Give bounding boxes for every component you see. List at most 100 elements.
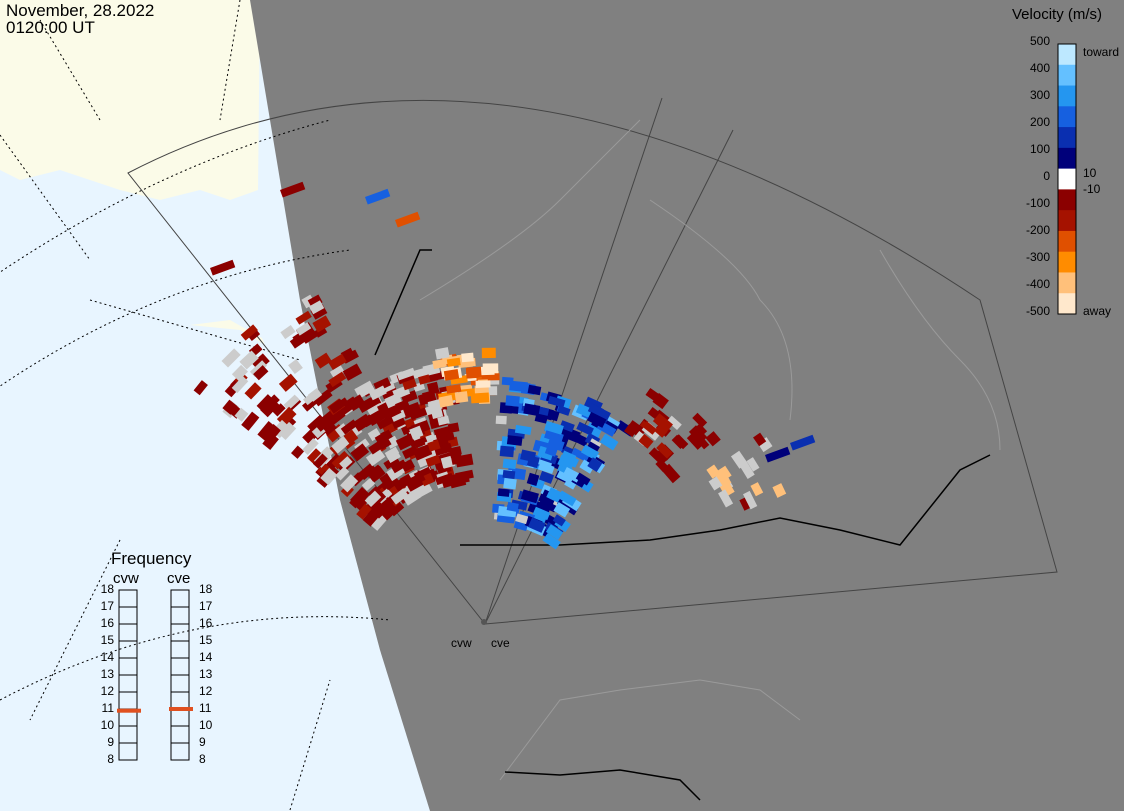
velocity-cell	[520, 489, 539, 504]
frequency-scale-left: 9	[107, 735, 114, 749]
velocity-cell	[367, 428, 382, 442]
velocity-cell	[384, 392, 403, 409]
frequency-scale-right: 9	[199, 735, 206, 749]
frequency-title: Frequency	[111, 549, 192, 568]
frequency-scale-left: 15	[100, 633, 114, 647]
date-label: November, 28.2022	[6, 1, 155, 20]
frequency-scale-right: 17	[199, 599, 213, 613]
velocity-cell	[253, 365, 269, 381]
velocity-cell	[312, 315, 332, 333]
velocity-cell	[328, 353, 347, 370]
frequency-scale-right: 11	[199, 701, 212, 715]
velocity-cell	[292, 329, 309, 345]
velocity-cell	[499, 445, 515, 458]
velocity-cell	[409, 425, 424, 440]
velocity-cell	[481, 347, 496, 359]
velocity-cell	[320, 467, 338, 486]
velocity-cell	[505, 395, 520, 407]
velocity-cell	[730, 450, 748, 469]
colorbar-label-neg10: -10	[1083, 182, 1101, 196]
velocity-cell	[400, 458, 416, 473]
velocity-cell	[506, 501, 519, 512]
colorbar-swatch	[1058, 44, 1076, 66]
colorbar-tick-label: -300	[1025, 250, 1050, 264]
velocity-cell	[339, 456, 353, 470]
velocity-cell	[739, 496, 752, 511]
velocity-cell	[350, 443, 370, 462]
velocity-cell	[307, 294, 323, 309]
colorbar-swatch	[1058, 64, 1076, 87]
frequency-column-cvw	[118, 589, 138, 761]
velocity-cell	[328, 398, 345, 414]
velocity-cell	[545, 524, 564, 540]
velocity-cell	[352, 413, 373, 432]
velocity-cell	[257, 421, 277, 442]
time-label: 0120:00 UT	[6, 18, 95, 37]
frequency-scale-right: 18	[199, 582, 213, 596]
colorbar-tick-label: 0	[1043, 169, 1050, 183]
velocity-cell	[642, 421, 657, 435]
frequency-cvw-label: cvw	[113, 570, 139, 587]
velocity-cell	[559, 426, 581, 443]
velocity-cell	[740, 462, 755, 479]
velocity-cell	[506, 435, 523, 446]
velocity-cell	[241, 411, 260, 431]
velocity-cell	[501, 376, 514, 386]
velocity-cell	[356, 503, 372, 520]
velocity-cell	[705, 431, 721, 447]
aleutian-lit	[190, 320, 265, 345]
velocity-cell	[365, 188, 391, 205]
velocity-cell	[350, 486, 371, 508]
velocity-cell	[547, 395, 566, 408]
colorbar-swatch	[1058, 189, 1076, 211]
colorbar-swatch	[1058, 272, 1076, 294]
frequency-scale-left: 12	[100, 684, 114, 698]
velocity-cell	[432, 358, 447, 370]
velocity-cell	[503, 477, 517, 490]
velocity-cell	[390, 459, 408, 474]
velocity-cell	[455, 469, 474, 482]
velocity-cell	[427, 439, 441, 452]
velocity-cell	[193, 380, 208, 396]
velocity-cell	[447, 422, 460, 433]
velocity-cell	[470, 392, 490, 404]
velocity-cell	[402, 445, 419, 460]
velocity-cell	[454, 391, 469, 404]
colorbar-swatch	[1058, 293, 1076, 315]
velocity-cell	[358, 462, 377, 481]
velocity-cell	[361, 477, 376, 492]
frequency-scale-left: 16	[100, 616, 114, 630]
velocity-cell	[575, 434, 589, 447]
velocity-cell	[576, 421, 594, 436]
velocity-cell	[340, 474, 359, 493]
velocity-cell	[340, 347, 355, 360]
velocity-cell	[427, 398, 443, 412]
velocity-cell	[526, 472, 540, 486]
frequency-cve-label: cve	[167, 570, 191, 587]
velocity-cell	[364, 490, 382, 508]
colorbar-label-away: away	[1083, 304, 1112, 318]
velocity-cell	[686, 432, 704, 450]
velocity-cell	[502, 458, 517, 470]
velocity-cell	[507, 405, 519, 414]
frequency-column-cve	[170, 589, 190, 761]
night-region	[250, 0, 1124, 811]
velocity-cell	[579, 459, 595, 474]
velocity-cell	[466, 366, 482, 379]
velocity-cell	[393, 475, 411, 492]
frequency-scale-right: 13	[199, 667, 213, 681]
colorbar-swatch	[1058, 230, 1076, 253]
velocity-cell	[652, 413, 673, 433]
velocity-cell	[475, 380, 491, 388]
velocity-cell	[495, 415, 507, 425]
velocity-cell	[239, 350, 259, 370]
velocity-cell	[317, 462, 332, 478]
velocity-cell	[365, 448, 386, 467]
velocity-cell	[383, 477, 398, 491]
frequency-scale-right: 14	[199, 650, 213, 664]
colorbar-title: Velocity (m/s)	[1012, 6, 1103, 23]
velocity-cell	[244, 382, 262, 400]
velocity-cell	[221, 348, 241, 368]
velocity-cell	[427, 381, 440, 395]
